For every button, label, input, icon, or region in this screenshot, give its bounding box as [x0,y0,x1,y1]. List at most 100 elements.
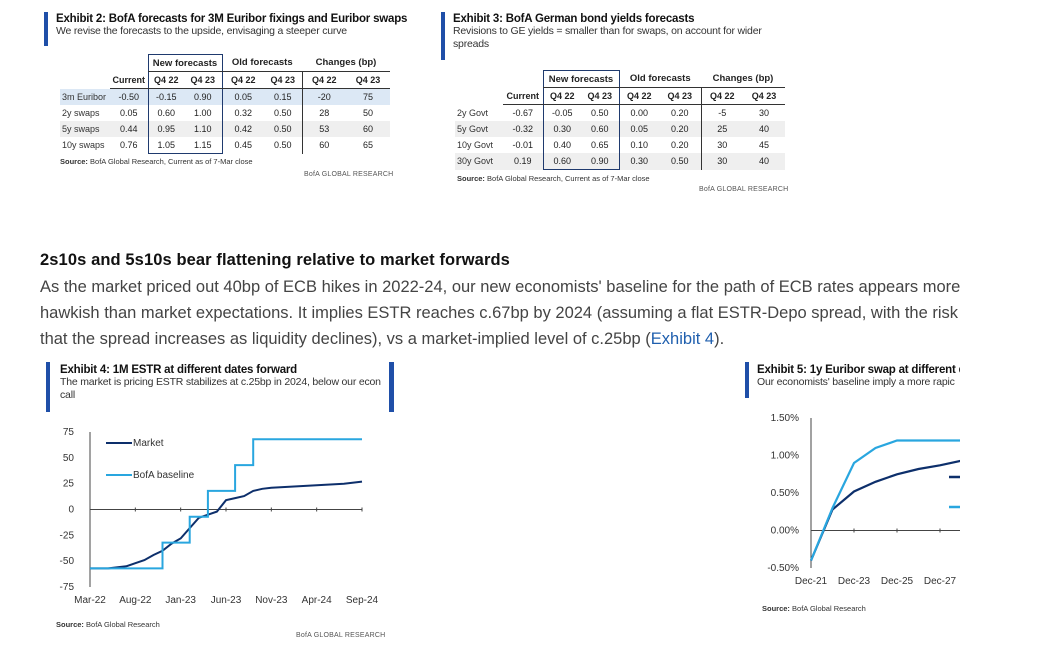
exhibit-4-link[interactable]: Exhibit 4 [650,330,715,348]
legend-label: Market [133,438,164,449]
y-tick-label: 25 [63,479,75,490]
y-tick-label: 75 [63,427,75,438]
table-cell: 0.19 [503,153,543,170]
table-cell: 0.05 [619,121,659,137]
table-cell: 0.45 [234,140,253,151]
table-cell: 40 [743,153,785,170]
exhibit-5-subtitle: Our economists' baseline imply a more ra… [757,376,955,388]
y-tick-label: 0.00% [771,526,799,537]
col-header: Q4 23 [264,71,303,89]
exhibit-3-group-changes: Changes (bp) [701,70,785,88]
exhibit-2-subtitle: We revise the forecasts to the upside, e… [56,25,347,37]
table-cell: 0.65 [581,137,620,153]
table-cell: 0.90 [581,153,620,170]
table-cell: -0.67 [512,108,533,118]
col-header: Q4 23 [659,87,702,105]
table-cell: 0.10 [630,140,649,150]
y-tick-label: 1.50% [771,413,799,424]
x-tick-label: Dec-23 [838,576,871,587]
table-row: 30y Govt 0.19 0.60 0.90 0.30 0.50 30 40 [455,153,785,170]
exhibit-4-source: Source: BofA Global Research [56,620,160,629]
table-cell: -0.05 [542,104,581,121]
source-text: BofA Global Research [792,604,866,613]
y-tick-label: 0.50% [771,488,799,499]
exhibit-3-subtitle: Revisions to GE yields = smaller than fo… [453,25,762,50]
col-header: Q4 22 [147,71,184,89]
series-line-bofa-baseline [809,439,960,561]
table-cell: 30 [717,140,728,150]
series-line-bofa-baseline [90,438,362,570]
table-cell: -0.32 [503,121,543,137]
col-header: Current [110,71,148,89]
x-tick-label: Aug-22 [119,595,152,606]
series-line-market [809,459,960,561]
table-cell: 45 [758,140,769,150]
exhibit-4-subtitle: The market is pricing ESTR stabilizes at… [60,376,381,401]
exhibit-2-table: New forecasts Old forecasts Changes (bp)… [60,54,390,154]
table-cell: 0.50 [264,137,303,154]
x-tick-label: Jun-23 [211,595,242,606]
table-row: 5y swaps 0.44 0.95 1.10 0.42 0.50 53 60 [60,121,390,137]
section-paragraph: As the market priced out 40bp of ECB hik… [40,274,970,352]
exhibit-3-brand: BofA GLOBAL RESEARCH [699,186,789,193]
table-cell: 50 [362,108,373,118]
col-header: Current [503,87,543,105]
y-tick-label: 1.00% [771,451,799,462]
table-cell: -0.15 [147,88,184,105]
source-text: BofA Global Research [86,620,160,629]
exhibit-2-group-changes: Changes (bp) [302,54,390,72]
exhibit-3-table: New forecasts Old forecasts Changes (bp)… [455,70,785,170]
table-cell: 0.20 [659,104,702,121]
source-label: Source: [457,174,485,183]
row-label: 2y Govt [457,107,489,118]
exhibit-2-brand: BofA GLOBAL RESEARCH [304,171,394,178]
table-cell: 0.90 [184,88,223,105]
exhibit-3-group-new: New forecasts [542,70,620,88]
x-tick-label: Dec-21 [795,576,828,587]
col-header: Q4 23 [184,71,223,89]
paragraph-end: ). [714,330,725,348]
exhibit-5: Exhibit 5: 1y Euribor swap at different … [745,362,965,622]
table-cell: 1.10 [184,121,223,137]
source-text: BofA Global Research, Current as of 7-Ma… [90,157,253,166]
x-tick-label: Sep-24 [346,595,379,606]
paragraph-text: As the market priced out 40bp of ECB hik… [40,278,961,348]
table-cell: 0.32 [234,108,253,118]
source-label: Source: [60,157,88,166]
exhibit-4-accent-bar-right [389,362,394,412]
table-cell: 1.00 [184,105,223,121]
table-cell: 0.30 [619,153,659,170]
table-cell: -5 [718,108,727,118]
col-header: Q4 23 [581,87,620,105]
row-label: 5y Govt [455,121,503,137]
table-cell: 0.30 [542,121,581,137]
table-cell: 0.95 [147,121,184,137]
source-label: Source: [56,620,84,629]
y-tick-label: 50 [63,453,75,464]
x-tick-label: Apr-24 [302,595,332,606]
exhibit-2-group-new: New forecasts [147,54,223,72]
table-cell: 1.05 [147,137,184,154]
exhibit-5-source: Source: BofA Global Research [762,604,866,613]
table-cell: 25 [701,121,743,137]
table-row: 2y swaps 0.05 0.60 1.00 0.32 0.50 28 50 [60,105,390,121]
table-cell: -0.50 [110,88,148,105]
y-tick-label: -0.50% [767,563,799,574]
table-cell: 0.50 [264,121,303,137]
legend-label: BofA baseline [133,470,195,481]
table-cell: 60 [346,121,390,137]
table-cell: 28 [319,108,330,118]
x-tick-label: Dec-25 [881,576,914,587]
table-cell: 0.00 [630,108,649,118]
exhibit-2: Exhibit 2: BofA forecasts for 3M Euribor… [44,12,407,187]
y-tick-label: -75 [60,582,75,593]
table-cell: 60 [319,140,330,151]
section-heading: 2s10s and 5s10s bear flattening relative… [40,251,510,269]
table-cell: 0.60 [542,153,581,170]
table-cell: 53 [302,121,346,137]
table-cell: 0.20 [659,137,702,153]
col-header: Q4 22 [302,71,346,89]
table-cell: -20 [302,88,346,105]
exhibit-2-accent-bar [44,12,48,46]
row-label: 5y swaps [60,121,110,137]
